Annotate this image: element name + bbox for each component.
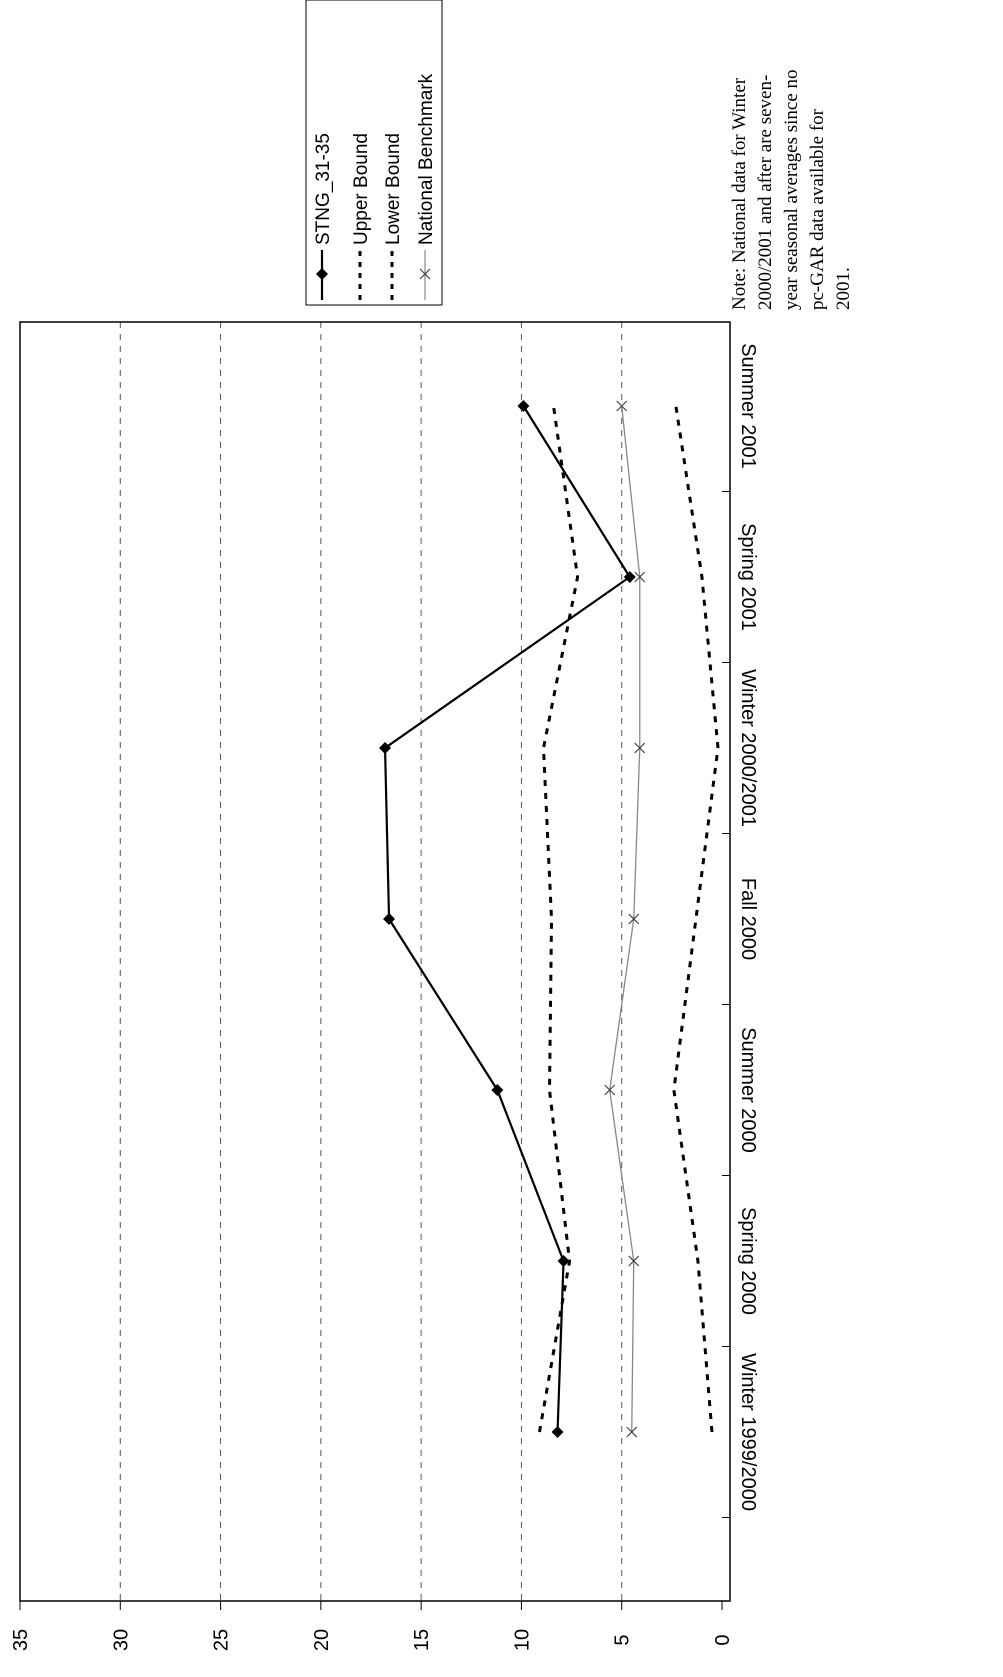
value-axis: 0 5 10 15 20 25 30 35 — [10, 1601, 734, 1651]
marker-stroke-b — [634, 571, 646, 583]
series-3-point-2 — [604, 1084, 616, 1096]
series-line-1 — [538, 405, 580, 1433]
legend: STNG_31-35 Upper Bound Lower Bound National… — [305, 0, 443, 306]
plot-area-frame — [19, 321, 731, 1602]
legend-marker-0 — [316, 268, 328, 280]
legend-box — [305, 0, 443, 306]
chart-note: Note: National data for Winter 2000/2001 … — [729, 69, 854, 310]
series-0 — [379, 400, 636, 1438]
series-1 — [538, 405, 580, 1433]
legend-label-3: National Benchmark — [416, 73, 437, 245]
category-label-5: Spring 2001 — [737, 523, 759, 631]
value-tick-label-10: 10 — [511, 1629, 533, 1651]
note-line-1: 2000/2001 and after are seven- — [755, 75, 776, 310]
series-0-point-4 — [379, 742, 392, 754]
value-tick-label-35: 35 — [10, 1629, 32, 1651]
marker-stroke-b — [628, 913, 640, 925]
series-3-point-6 — [616, 400, 628, 412]
series-0-point-2 — [491, 1084, 504, 1096]
series-0-point-5 — [623, 571, 636, 583]
category-label-3: Fall 2000 — [737, 878, 759, 960]
series-3-point-1 — [628, 1255, 640, 1267]
legend-label-0: STNG_31-35 — [313, 133, 334, 245]
series-3-point-5 — [634, 571, 646, 583]
legend-item-3: National Benchmark — [416, 73, 437, 300]
value-tick-label-25: 25 — [211, 1629, 233, 1651]
series-3-point-0 — [626, 1426, 638, 1438]
value-tick-label-0: 0 — [712, 1634, 734, 1645]
marker-stroke-b — [626, 1426, 638, 1438]
category-label-4: Winter 2000/2001 — [737, 669, 759, 827]
series-3-point-3 — [628, 913, 640, 925]
legend-item-2: Lower Bound — [383, 133, 404, 300]
value-tick-label-5: 5 — [612, 1634, 634, 1645]
legend-item-0: STNG_31-35 — [313, 133, 334, 300]
series-0-point-1 — [557, 1255, 570, 1267]
series-0-point-3 — [383, 913, 396, 925]
value-tick-label-30: 30 — [110, 1629, 132, 1651]
category-axis: Winter 1999/2000 Spring 2000 Summer 2000 Fa… — [722, 343, 759, 1518]
value-tick-label-20: 20 — [311, 1629, 333, 1651]
legend-items: STNG_31-35 Upper Bound Lower Bound National… — [313, 73, 437, 300]
legend-label-1: Upper Bound — [351, 133, 372, 245]
marker-stroke-b — [616, 400, 628, 412]
marker-stroke-b — [634, 742, 646, 754]
legend-marker-3-b — [419, 268, 431, 280]
series-0-point-0 — [551, 1426, 564, 1438]
note-line-2: year seasonal averages since no — [781, 69, 802, 310]
series-3-point-4 — [634, 742, 646, 754]
series-2 — [672, 405, 720, 1433]
series-3 — [604, 400, 646, 1438]
series-layer — [379, 400, 720, 1438]
series-line-2 — [672, 405, 720, 1433]
category-label-2: Summer 2000 — [737, 1027, 759, 1153]
grid-lines — [119, 322, 623, 1601]
category-label-0: Winter 1999/2000 — [737, 1353, 759, 1511]
value-tick-label-15: 15 — [411, 1629, 433, 1651]
note-line-3: pc-GAR data available for — [807, 108, 828, 310]
category-label-1: Spring 2000 — [737, 1207, 759, 1315]
marker-stroke-b — [628, 1255, 640, 1267]
series-0-point-6 — [517, 400, 530, 412]
note-line-4: 2001. — [833, 267, 854, 310]
legend-label-2: Lower Bound — [383, 133, 404, 245]
legend-item-1: Upper Bound — [351, 133, 372, 300]
category-label-6: Summer 2001 — [737, 343, 759, 469]
note-line-0: Note: National data for Winter — [729, 77, 750, 310]
marker-stroke-b — [604, 1084, 616, 1096]
